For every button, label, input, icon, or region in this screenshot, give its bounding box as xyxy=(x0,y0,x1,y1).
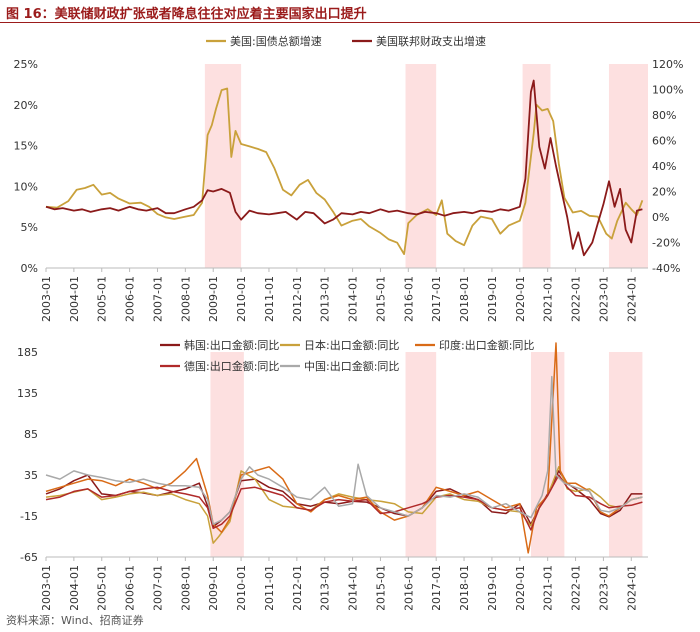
x-tick-label: 2014-01 xyxy=(347,565,360,610)
y-right-tick-label: 0% xyxy=(652,211,669,224)
y-left-tick-label: 15% xyxy=(14,140,38,153)
title-rule xyxy=(0,22,700,23)
x-tick-label: 2005-01 xyxy=(96,276,109,322)
x-tick-label: 2004-01 xyxy=(68,276,81,322)
x-tick-label: 2022-01 xyxy=(570,276,583,322)
x-tick-label: 2003-01 xyxy=(40,276,53,322)
y-left-tick-label: -65 xyxy=(20,551,38,564)
y-right-tick-label: -20% xyxy=(652,237,680,250)
x-tick-label: 2011-01 xyxy=(263,276,276,322)
x-tick-label: 2006-01 xyxy=(124,565,137,610)
shaded-period-2 xyxy=(405,64,437,268)
x-tick-label: 2017-01 xyxy=(430,276,443,322)
y-left-tick-label: 185 xyxy=(17,346,38,359)
y-left-tick-label: 0% xyxy=(21,262,38,275)
x-tick-label: 2009-01 xyxy=(207,565,220,610)
chart-top: 0% 5% 10% 15% 20% 25% -40% -20% 0% 20% 40% 60% 80% 10… xyxy=(14,34,684,322)
x-tick-label: 2023-01 xyxy=(597,565,610,610)
legend-label: 美国联邦财政支出增速 xyxy=(376,34,486,48)
legend-label: 德国:出口金额:同比 xyxy=(184,359,279,373)
x-tick-label: 2012-01 xyxy=(291,565,304,610)
series-line-2 xyxy=(45,466,643,544)
y-left-tick-label: 85 xyxy=(24,428,38,441)
y-right-tick-label: 80% xyxy=(652,109,676,122)
x-tick-label: 2012-01 xyxy=(291,276,304,322)
y-left-tick-label: -15 xyxy=(20,510,38,523)
y-right-tick-label: -40% xyxy=(652,262,680,275)
x-tick-label: 2022-01 xyxy=(570,565,583,610)
x-tick-label: 2016-01 xyxy=(402,276,415,322)
x-tick-label: 2020-01 xyxy=(514,276,527,322)
series-line-1 xyxy=(45,87,644,255)
shaded-period-2 xyxy=(405,352,437,557)
x-tick-label: 2008-01 xyxy=(179,276,192,322)
shaded-period-1 xyxy=(204,64,242,268)
series-line-5 xyxy=(45,375,643,525)
x-tick-label: 2019-01 xyxy=(486,276,499,322)
y-right-tick-label: 100% xyxy=(652,84,683,97)
y-right-tick-label: 20% xyxy=(652,186,676,199)
legend-label: 中国:出口金额:同比 xyxy=(304,359,399,373)
legend-label: 美国:国债总额增速 xyxy=(230,34,322,48)
x-tick-label: 2003-01 xyxy=(40,565,53,610)
y-left-tick-label: 10% xyxy=(14,180,38,193)
x-tick-label: 2004-01 xyxy=(68,565,81,610)
x-tick-label: 2021-01 xyxy=(542,565,555,610)
y-left-tick-label: 5% xyxy=(21,221,38,234)
x-tick-label: 2009-01 xyxy=(207,276,220,322)
x-tick-label: 2024-01 xyxy=(625,565,638,610)
chart-bottom: -65 -15 35 85 135 185 2003-01 2004-01 2005-01 200… xyxy=(17,338,648,610)
legend-label: 日本:出口金额:同比 xyxy=(304,338,399,352)
y-left-tick-label: 25% xyxy=(14,58,38,71)
y-right-tick-label: 60% xyxy=(652,135,676,148)
x-tick-label: 2007-01 xyxy=(151,565,164,610)
x-tick-label: 2014-01 xyxy=(347,276,360,322)
y-left-tick-label: 20% xyxy=(14,99,38,112)
shaded-period-4 xyxy=(608,352,643,557)
y-right-tick-label: 120% xyxy=(652,58,683,71)
x-tick-label: 2021-01 xyxy=(542,276,555,322)
y-left-tick-label: 35 xyxy=(24,469,38,482)
x-tick-label: 2008-01 xyxy=(179,565,192,610)
x-tick-label: 2015-01 xyxy=(374,276,387,322)
y-right-tick-label: 40% xyxy=(652,160,676,173)
x-tick-label: 2007-01 xyxy=(151,276,164,322)
series-line-2 xyxy=(45,79,643,257)
legend-label: 韩国:出口金额:同比 xyxy=(184,338,279,352)
x-tick-label: 2018-01 xyxy=(458,565,471,610)
legend-label: 印度:出口金额:同比 xyxy=(439,338,534,352)
x-tick-label: 2013-01 xyxy=(319,276,332,322)
x-tick-label: 2020-01 xyxy=(514,565,527,610)
x-tick-label: 2011-01 xyxy=(263,565,276,610)
x-tick-label: 2019-01 xyxy=(486,565,499,610)
y-left-tick-label: 135 xyxy=(17,387,38,400)
x-tick-label: 2013-01 xyxy=(319,565,332,610)
x-tick-label: 2024-01 xyxy=(625,276,638,322)
x-tick-label: 2005-01 xyxy=(96,565,109,610)
x-tick-label: 2015-01 xyxy=(374,565,387,610)
x-tick-label: 2018-01 xyxy=(458,276,471,322)
x-tick-label: 2010-01 xyxy=(235,565,248,610)
figure-title: 图 16：美联储财政扩张或者降息往往对应着主要国家出口提升 xyxy=(6,7,367,22)
x-tick-label: 2017-01 xyxy=(430,565,443,610)
source-note: 资料来源：Wind、招商证券 xyxy=(6,614,144,627)
x-tick-label: 2023-01 xyxy=(597,276,610,322)
x-tick-label: 2016-01 xyxy=(402,565,415,610)
x-tick-label: 2010-01 xyxy=(235,276,248,322)
x-tick-label: 2006-01 xyxy=(124,276,137,322)
